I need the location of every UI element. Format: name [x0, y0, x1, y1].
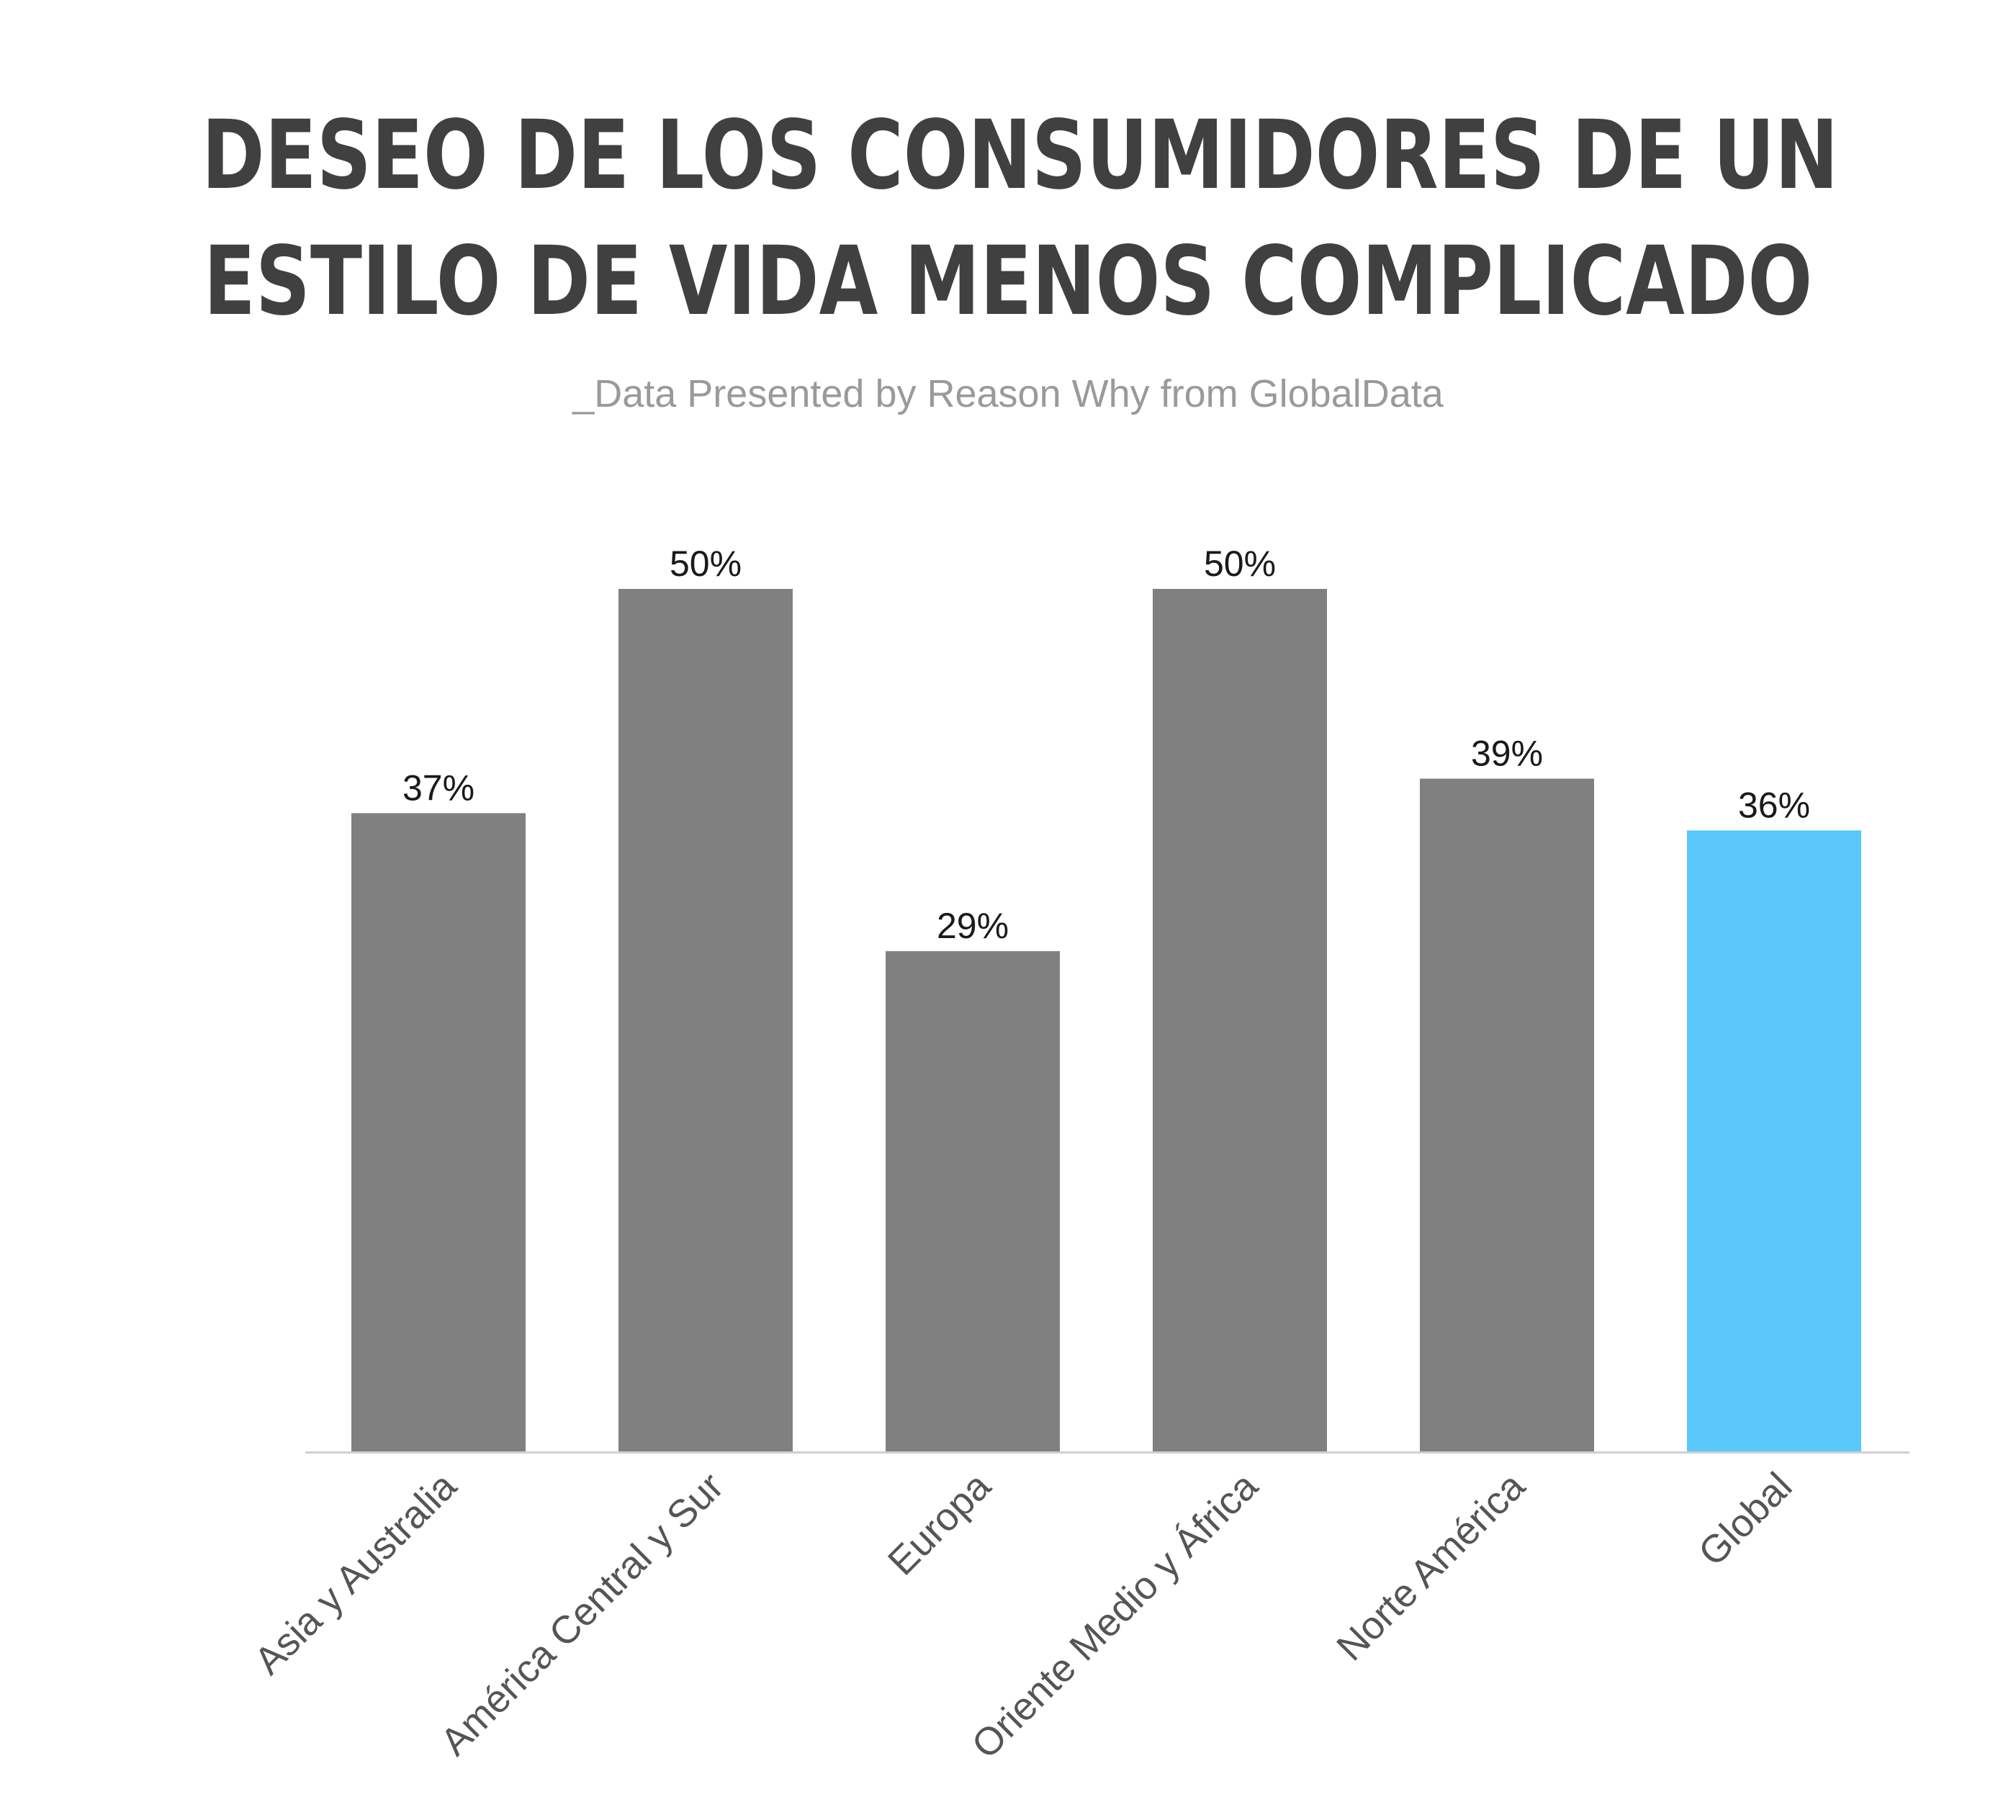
category-label-3: Oriente Medio y África [963, 1464, 1266, 1767]
category-label-0: Asia y Australia [246, 1464, 465, 1682]
bar-value-label-5: 36% [1738, 785, 1810, 825]
category-label-4: Norte América [1328, 1464, 1534, 1669]
chart-title-line-1: DESEO DE LOS CONSUMIDORES DE UN [202, 100, 1839, 211]
bar-value-label-4: 39% [1471, 734, 1543, 774]
bar-5 [1687, 830, 1861, 1451]
bar-0 [351, 813, 526, 1451]
bar-value-label-3: 50% [1204, 544, 1276, 584]
chart-subtitle: _Data Presented by Reason Why from Globa… [572, 372, 1444, 415]
bar-value-label-0: 37% [402, 767, 474, 808]
bar-2 [886, 951, 1060, 1451]
bar-1 [618, 589, 793, 1451]
category-label-2: Europa [880, 1464, 999, 1583]
category-label-5: Global [1691, 1464, 1801, 1575]
bar-value-label-2: 29% [937, 906, 1009, 946]
chart-title-line-2: ESTILO DE VIDA MENOS COMPLICADO [203, 226, 1813, 337]
category-label-1: América Central y Sur [433, 1464, 732, 1764]
bar-value-label-1: 50% [670, 544, 742, 584]
bar-3 [1153, 589, 1327, 1451]
bar-4 [1420, 778, 1594, 1451]
